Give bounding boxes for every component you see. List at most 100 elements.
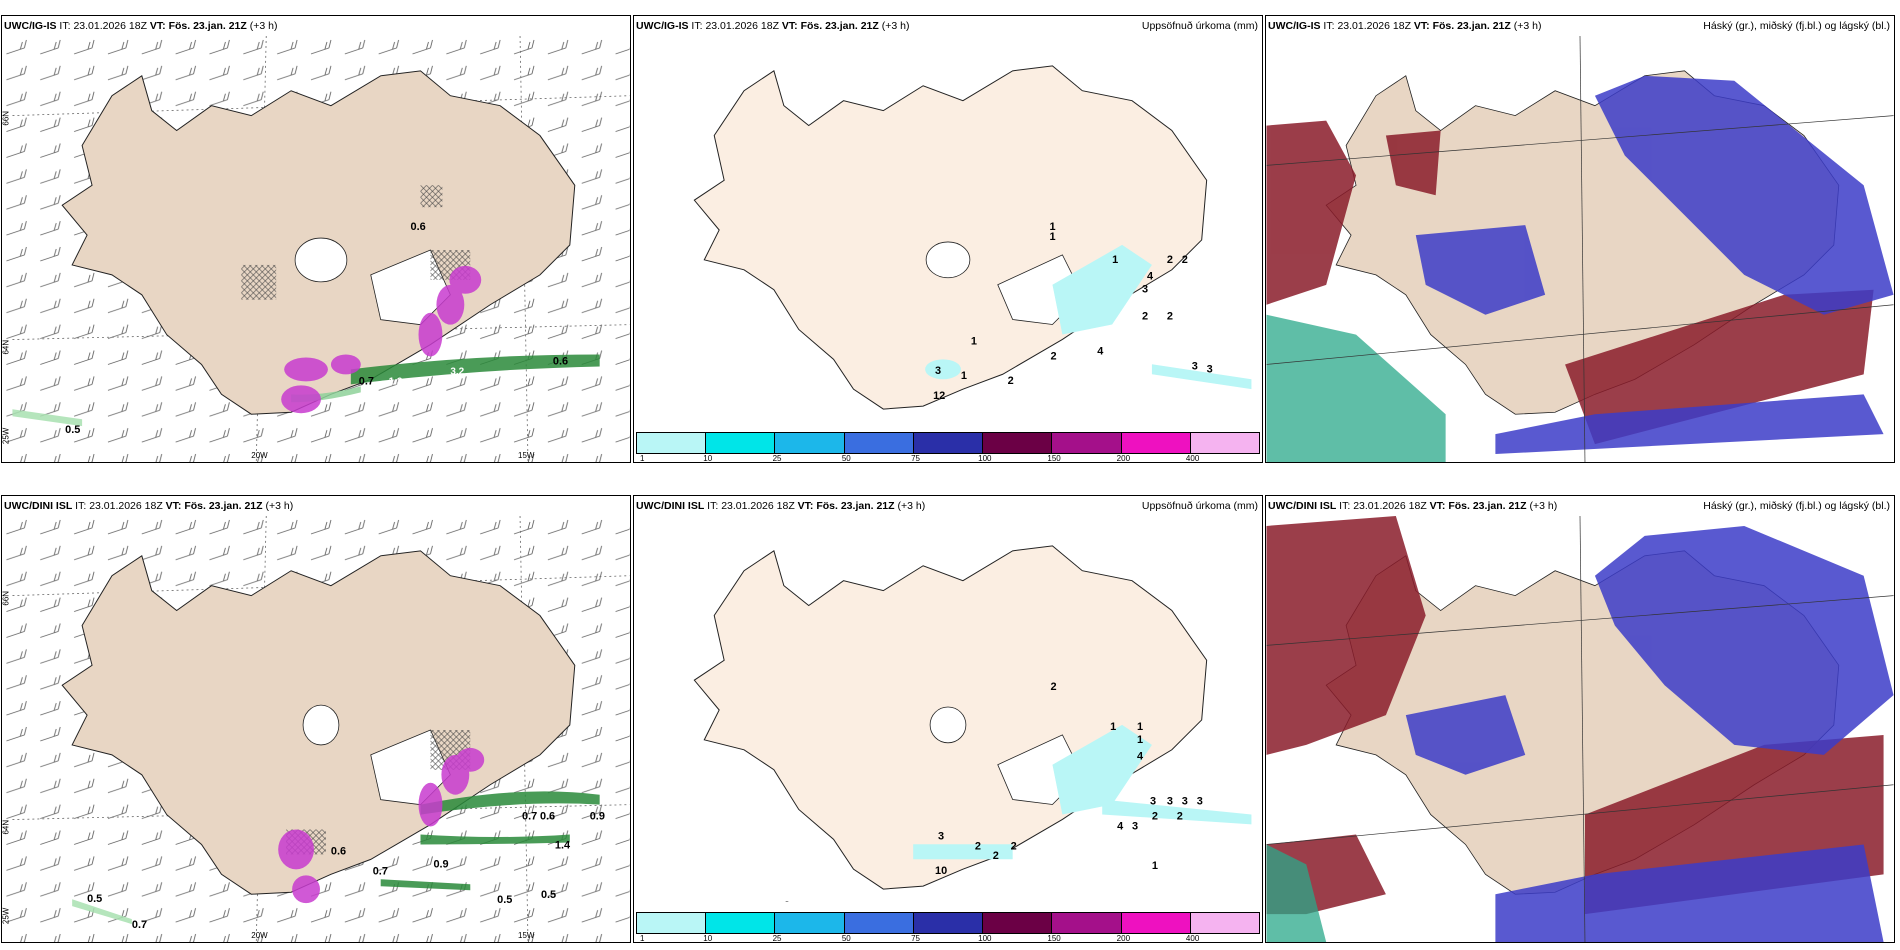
precip-magenta-cells xyxy=(281,265,482,414)
precip-value: 3 xyxy=(1192,360,1198,372)
lat-label: 64N xyxy=(2,820,10,835)
wind-label: 0.6 xyxy=(540,811,555,823)
precip-value: 4 xyxy=(1137,751,1144,763)
wind-label: 0.6 xyxy=(553,355,568,367)
lat-label: 64N xyxy=(2,340,10,355)
precip-fill xyxy=(913,724,1252,860)
low-cloud xyxy=(1266,120,1874,445)
wind-label: 0.9 xyxy=(433,858,448,870)
panel-header: UWC/IG-IS IT: 23.01.2026 18Z VT: Fös. 23… xyxy=(2,16,630,36)
wind-label: 0.5 xyxy=(497,894,512,906)
colorbar-labels: 1 10 25 50 75 100 150 200 400 xyxy=(640,454,1200,463)
cloud-map-svg xyxy=(1266,36,1894,462)
precip-green-band xyxy=(72,791,600,925)
precip-value: 2 xyxy=(1152,810,1158,822)
precip-value: 4 xyxy=(1117,820,1124,832)
precip-value: 2 xyxy=(1142,311,1148,323)
cloud-map xyxy=(1266,516,1894,942)
precip-panel-row2: UWC/DINI ISL IT: 23.01.2026 18Z VT: Fös.… xyxy=(633,495,1263,943)
precip-value: 1 xyxy=(961,370,967,382)
precip-value: 2 xyxy=(1050,681,1056,693)
wind-map: 0.7 0.6 0.5 0.7 0.9 0.7 0.5 0.5 1.4 0.9 … xyxy=(2,516,630,942)
panel-header: UWC/IG-IS IT: 23.01.2026 18Z VT: Fös. 23… xyxy=(634,16,1262,36)
lat-label: 66N xyxy=(2,111,10,126)
precip-map: 1 1 1 1 2 2 3 4 2 2 4 3 3 2 1 12 3 2 xyxy=(634,36,1262,422)
cloud-panel-row2: UWC/DINI ISL IT: 23.01.2026 18Z VT: Fös.… xyxy=(1265,495,1895,943)
wind-panel-row1: UWC/IG-IS IT: 23.01.2026 18Z VT: Fös. 23… xyxy=(1,15,631,463)
panel-header: UWC/DINI ISL IT: 23.01.2026 18Z VT: Fös.… xyxy=(2,496,630,516)
wind-label: 0.6 xyxy=(331,845,346,857)
wind-label: 0.5 xyxy=(541,889,556,901)
wind-label: 0.9 xyxy=(590,811,605,823)
precip-value: 1 xyxy=(1112,254,1118,266)
precip-value: 1 xyxy=(1152,860,1158,872)
precip-value: 2 xyxy=(784,900,790,902)
precip-colorbar xyxy=(636,912,1260,934)
lat-label: 66N xyxy=(2,591,10,606)
wind-map-svg: 0.7 0.6 0.5 0.7 0.9 0.7 0.5 0.5 1.4 0.9 … xyxy=(2,516,630,942)
precip-value: 1 xyxy=(971,335,977,347)
precip-value: 2 xyxy=(1011,840,1017,852)
wind-label: 0.7 xyxy=(359,375,374,387)
panel-header: UWC/DINI ISL IT: 23.01.2026 18Z VT: Fös.… xyxy=(634,496,1262,516)
precip-value: 2 xyxy=(1177,810,1183,822)
precip-map: 2 1 1 1 4 3 3 3 3 2 2 4 3 2 2 2 1 10 3 2 xyxy=(634,516,1262,902)
cloud-map xyxy=(1266,36,1894,462)
precip-value: 12 xyxy=(933,390,945,402)
mid-cloud xyxy=(1405,525,1894,942)
wind-label: 1.4 xyxy=(555,839,571,851)
lon-label: 25W xyxy=(2,907,10,924)
precip-colorbar xyxy=(636,432,1260,454)
cloud-map-svg xyxy=(1266,516,1894,942)
precip-value: 1 xyxy=(1137,721,1143,733)
lon-label: 20W xyxy=(251,931,268,940)
wind-label: 0.6 xyxy=(411,221,426,233)
precip-value: 2 xyxy=(993,850,999,862)
panel-header: UWC/DINI ISL IT: 23.01.2026 18Z VT: Fös.… xyxy=(1266,496,1894,516)
precip-title: Uppsöfnuð úrkoma (mm) xyxy=(1141,500,1258,512)
precip-value: 3 xyxy=(1197,796,1203,808)
lon-label: 20W xyxy=(251,451,268,460)
precip-value: 1 xyxy=(1137,734,1143,746)
wind-label: 0.5 xyxy=(65,424,80,436)
precip-value: 3 xyxy=(1182,796,1188,808)
high-cloud xyxy=(1266,844,1327,942)
cloud-title: Háský (gr.), miðský (fj.bl.) og lágský (… xyxy=(1703,500,1890,512)
precip-value: 2 xyxy=(975,840,981,852)
wind-panel-row2: UWC/DINI ISL IT: 23.01.2026 18Z VT: Fös.… xyxy=(1,495,631,943)
cloud-panel-row1: UWC/IG-IS IT: 23.01.2026 18Z VT: Fös. 23… xyxy=(1265,15,1895,463)
colorbar-labels: 1 10 25 50 75 100 150 200 400 xyxy=(640,934,1200,943)
lon-label: 15W xyxy=(518,451,535,460)
iceland-landmass xyxy=(693,65,1208,410)
precip-value: 2 xyxy=(1182,254,1188,266)
lon-label: 15W xyxy=(518,931,535,940)
precip-value: 1 xyxy=(1110,721,1116,733)
lon-label: 25W xyxy=(2,427,10,444)
precip-value: 4 xyxy=(1097,345,1104,357)
precip-fill xyxy=(925,244,1252,390)
wind-label: 1.3 xyxy=(389,376,403,387)
precip-panel-row1: UWC/IG-IS IT: 23.01.2026 18Z VT: Fös. 23… xyxy=(633,15,1263,463)
precip-value: 3 xyxy=(1132,820,1138,832)
precip-map-svg: 1 1 1 1 2 2 3 4 2 2 4 3 3 2 1 12 3 2 xyxy=(693,65,1252,410)
wind-label: 0.7 xyxy=(522,811,537,823)
wind-map-svg: 0.7 0.6 0.5 0.6 1.3 3.2 66N 64N 20W 15W … xyxy=(2,36,630,462)
precip-title: Uppsöfnuð úrkoma (mm) xyxy=(1141,20,1258,32)
wind-label: 0.7 xyxy=(132,919,147,931)
precip-value: 1 xyxy=(1049,231,1055,243)
precip-value: 2 xyxy=(1167,254,1173,266)
precip-value: 4 xyxy=(1147,271,1154,283)
precip-value: 1 xyxy=(1049,221,1055,233)
high-cloud xyxy=(1266,314,1446,462)
precip-value: 3 xyxy=(1150,796,1156,808)
cloud-title: Háský (gr.), miðský (fj.bl.) og lágský (… xyxy=(1703,20,1890,32)
precip-value: 3 xyxy=(1167,796,1173,808)
precip-map-svg: 2 1 1 1 4 3 3 3 3 2 2 4 3 2 2 2 1 10 3 2 xyxy=(693,545,1252,902)
precip-magenta-cells xyxy=(278,747,485,904)
wind-label: 3.2 xyxy=(450,366,464,377)
panel-header: UWC/IG-IS IT: 23.01.2026 18Z VT: Fös. 23… xyxy=(1266,16,1894,36)
wind-label: 0.5 xyxy=(87,893,102,905)
wind-map: 0.7 0.6 0.5 0.6 1.3 3.2 66N 64N 20W 15W … xyxy=(2,36,630,462)
precip-value: 3 xyxy=(1142,284,1148,296)
precip-value: 2 xyxy=(1008,375,1014,387)
